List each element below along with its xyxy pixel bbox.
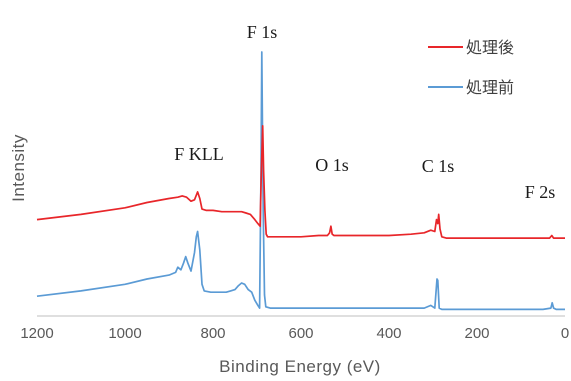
x-tick-label: 800: [200, 325, 225, 342]
legend-label-after: 処理後: [466, 38, 514, 57]
legend-label-before: 処理前: [466, 78, 514, 97]
series-layer: [36, 51, 565, 311]
peak-label: F 2s: [525, 182, 556, 202]
x-tick-label: 200: [464, 325, 489, 342]
x-tick-label: 400: [376, 325, 401, 342]
peak-annotations: F 1s F KLL O 1s C 1s F 2s: [174, 22, 555, 202]
series-line-before: [36, 51, 565, 311]
y-axis-title: Intensity: [9, 134, 28, 202]
peak-label: F 1s: [247, 22, 278, 42]
peak-label: C 1s: [422, 156, 455, 176]
x-tick-label: 600: [288, 325, 313, 342]
x-axis-title: Binding Energy (eV): [219, 357, 381, 376]
peak-label: O 1s: [315, 155, 349, 175]
x-tick-label: 0: [561, 325, 569, 342]
peak-label: F KLL: [174, 144, 224, 164]
x-tick-label: 1200: [20, 325, 53, 342]
series-line-after: [36, 125, 565, 239]
x-tick-labels: 1200 1000 800 600 400 200 0: [20, 325, 569, 342]
x-tick-label: 1000: [108, 325, 141, 342]
